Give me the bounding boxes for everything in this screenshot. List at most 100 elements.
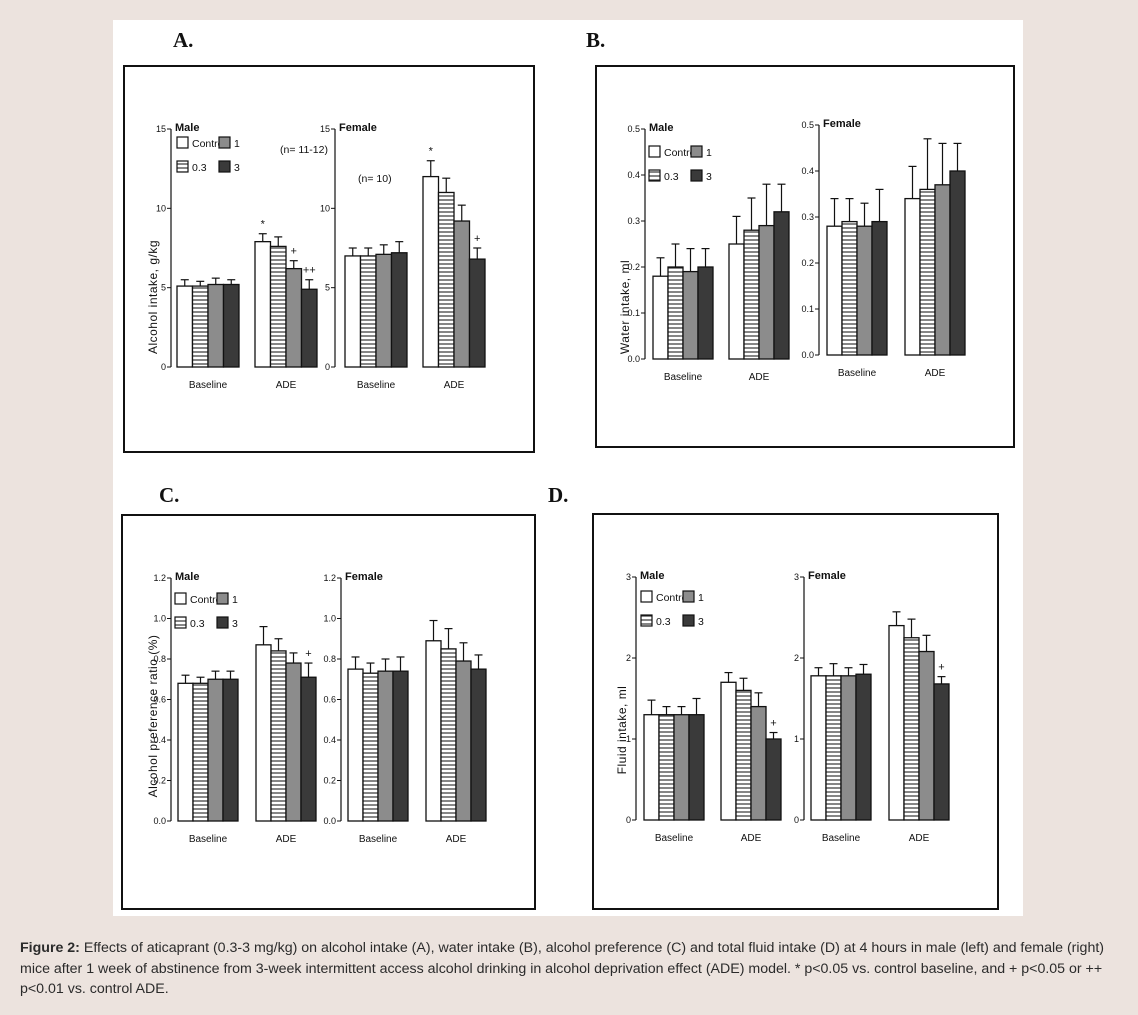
y-tick-label: 3 bbox=[794, 572, 799, 582]
bar bbox=[765, 738, 782, 821]
bar bbox=[856, 225, 873, 356]
bar bbox=[375, 253, 393, 368]
figure-area: A. B. C. D. Alcohol intake, g/kg 0 5 10 15 Ma… bbox=[113, 20, 1023, 916]
bar bbox=[344, 255, 362, 368]
category-label: ADE bbox=[749, 372, 770, 383]
bar bbox=[222, 283, 240, 368]
y-tick-label: 2 bbox=[794, 653, 799, 663]
legend-label: Control bbox=[190, 594, 224, 606]
bar bbox=[743, 229, 760, 360]
bar bbox=[825, 675, 842, 821]
significance-marker: + bbox=[938, 662, 944, 674]
y-tick-label: 0.8 bbox=[323, 654, 336, 664]
bar bbox=[652, 275, 669, 360]
y-tick-label: 0 bbox=[325, 362, 330, 372]
bar bbox=[919, 188, 936, 356]
y-tick-label: 0.4 bbox=[627, 170, 640, 180]
y-tick-label: 0.4 bbox=[801, 166, 814, 176]
bar bbox=[682, 270, 699, 360]
bar bbox=[758, 224, 775, 360]
y-tick-label: 2 bbox=[626, 653, 631, 663]
bar bbox=[810, 675, 827, 821]
y-tick-label: 0.0 bbox=[801, 350, 814, 360]
y-tick-label: 0 bbox=[794, 815, 799, 825]
bar bbox=[453, 220, 471, 368]
bar bbox=[392, 670, 409, 822]
significance-marker: * bbox=[429, 146, 434, 158]
legend-label: 1 bbox=[232, 594, 238, 606]
significance-marker: * bbox=[261, 219, 266, 231]
category-label: ADE bbox=[925, 368, 946, 379]
bar bbox=[934, 184, 951, 356]
y-axis-label: Alcohol preference ratio (%) bbox=[146, 635, 160, 798]
category-label: Baseline bbox=[189, 834, 228, 845]
bar bbox=[362, 672, 379, 822]
bar bbox=[422, 175, 440, 368]
legend-swatch bbox=[640, 614, 653, 627]
bar bbox=[903, 637, 920, 821]
legend-label: 3 bbox=[698, 616, 704, 628]
y-tick-label: 3 bbox=[626, 572, 631, 582]
bar bbox=[949, 170, 966, 356]
panel-label-a: A. bbox=[173, 28, 194, 52]
legend-swatch bbox=[218, 160, 231, 173]
bar bbox=[222, 678, 239, 822]
caption-label: Figure 2: bbox=[20, 940, 80, 956]
sample-size-note: (n= 10) bbox=[358, 173, 392, 185]
legend-swatch bbox=[176, 160, 189, 173]
y-tick-label: 1.0 bbox=[323, 614, 336, 624]
legend-swatch bbox=[174, 616, 187, 629]
bar bbox=[270, 650, 287, 822]
caption-text: Effects of aticaprant (0.3-3 mg/kg) on a… bbox=[20, 940, 1105, 997]
y-tick-label: 0.0 bbox=[153, 816, 166, 826]
y-tick-label: 1.2 bbox=[153, 573, 166, 583]
category-label: Baseline bbox=[357, 380, 396, 391]
legend-label: 0.3 bbox=[664, 171, 679, 183]
legend-swatch bbox=[216, 616, 229, 629]
category-label: ADE bbox=[741, 833, 762, 844]
panel-label-d: D. bbox=[548, 483, 569, 507]
y-tick-label: 1 bbox=[626, 734, 631, 744]
legend-label: 1 bbox=[706, 147, 712, 159]
legend-swatch bbox=[174, 592, 187, 605]
legend-label: 0.3 bbox=[192, 162, 207, 174]
bar bbox=[871, 220, 888, 356]
bar bbox=[300, 288, 318, 368]
bar bbox=[673, 714, 690, 821]
bar bbox=[192, 682, 209, 822]
y-tick-label: 0.1 bbox=[801, 304, 814, 314]
y-tick-label: 15 bbox=[156, 124, 166, 134]
y-tick-label: 15 bbox=[320, 124, 330, 134]
category-label: ADE bbox=[909, 833, 930, 844]
y-tick-label: 0.2 bbox=[801, 258, 814, 268]
y-tick-label: 10 bbox=[156, 203, 166, 213]
y-tick-label: 0.3 bbox=[627, 216, 640, 226]
subplot-title: Female bbox=[808, 570, 846, 582]
category-label: ADE bbox=[444, 380, 465, 391]
y-tick-label: 1 bbox=[794, 734, 799, 744]
chart-panel-a: Alcohol intake, g/kg 0 5 10 15 Male (n= 11-12)… bbox=[123, 65, 535, 453]
category-label: ADE bbox=[446, 834, 467, 845]
bar bbox=[359, 255, 377, 368]
category-label: Baseline bbox=[655, 833, 694, 844]
bar bbox=[826, 225, 843, 356]
legend-label: Control bbox=[656, 592, 690, 604]
legend-swatch bbox=[690, 169, 703, 182]
y-tick-label: 0.2 bbox=[627, 262, 640, 272]
bar bbox=[658, 714, 675, 821]
bar bbox=[207, 678, 224, 822]
y-tick-label: 0.5 bbox=[801, 120, 814, 130]
y-tick-label: 0 bbox=[626, 815, 631, 825]
bar bbox=[904, 197, 921, 356]
bar bbox=[697, 266, 714, 360]
bar bbox=[470, 668, 487, 822]
legend-swatch bbox=[218, 136, 231, 149]
subplot-title: Male bbox=[649, 122, 673, 134]
significance-marker: + bbox=[291, 246, 297, 258]
bar bbox=[347, 668, 364, 822]
y-axis-label: Alcohol intake, g/kg bbox=[146, 240, 160, 354]
chart-svg-b: Water intake, ml0.00.10.20.30.40.5 MaleBa… bbox=[618, 118, 966, 383]
legend-swatch bbox=[682, 614, 695, 627]
significance-marker: + bbox=[770, 718, 776, 730]
